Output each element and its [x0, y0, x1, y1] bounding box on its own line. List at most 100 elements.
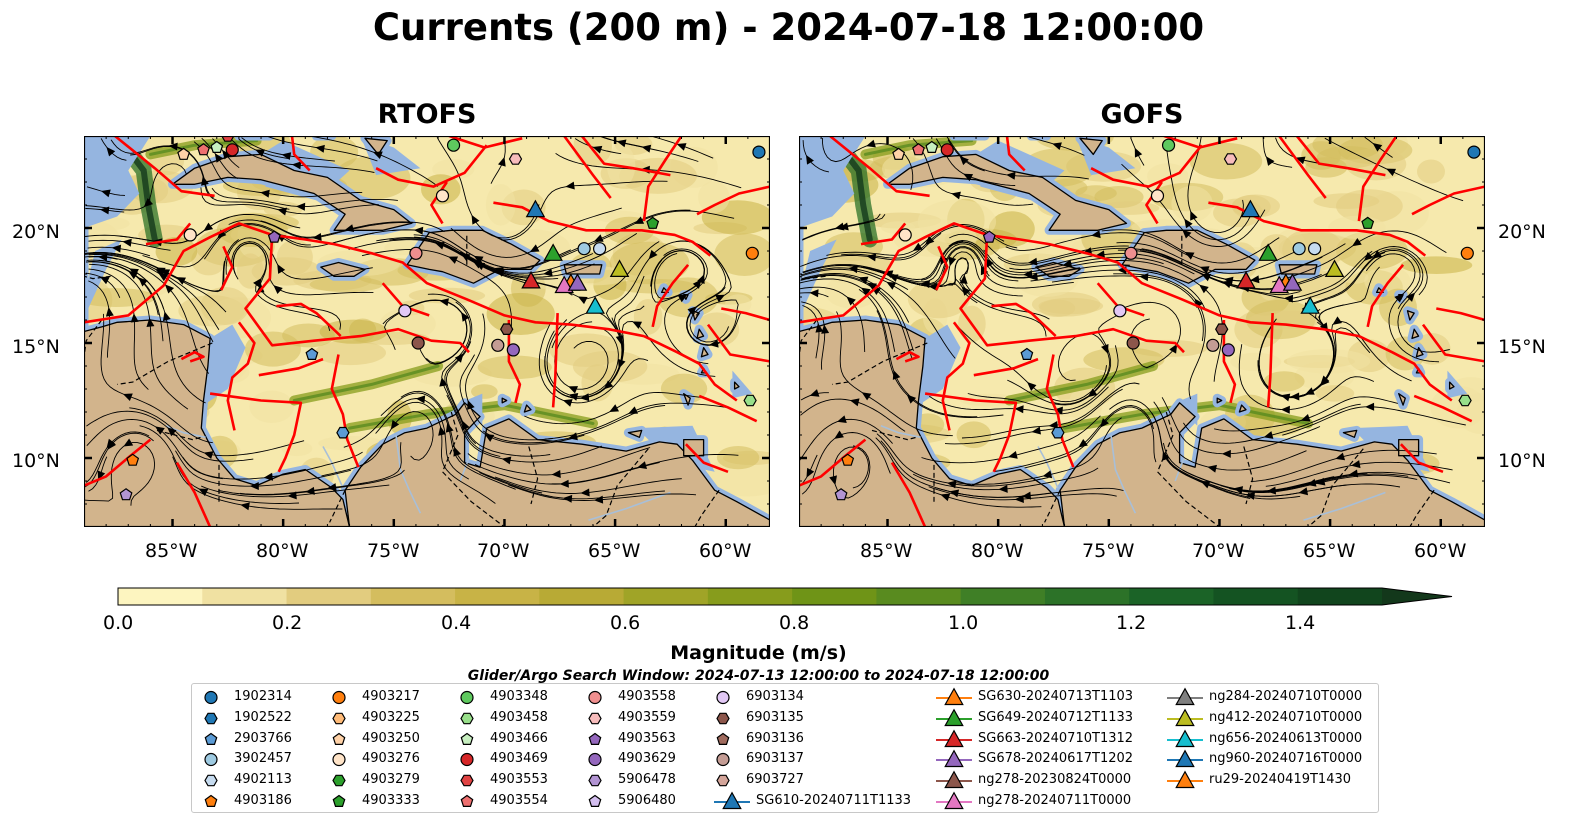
argo-float-marker [1460, 246, 1474, 260]
glider-marker [554, 275, 574, 294]
legend-marker-icon [936, 729, 972, 747]
argo-float-marker [398, 304, 412, 318]
argo-float-marker [336, 426, 350, 439]
legend-marker-icon [204, 732, 218, 745]
argo-float-marker [221, 136, 235, 142]
legend-label: 4903217 [362, 689, 420, 704]
glider-marker [525, 199, 546, 218]
legend-marker-icon [204, 753, 218, 767]
legend-marker-icon [936, 749, 972, 768]
y-tick-label: 10°N [12, 450, 60, 472]
legend-label: ru29-20240419T1430 [1209, 772, 1352, 788]
argo-float-marker [435, 189, 450, 203]
argo-float-marker [745, 246, 759, 260]
argo-float-marker [1161, 138, 1176, 152]
legend-marker-icon [460, 690, 474, 705]
legend-label: 4903466 [490, 730, 548, 746]
x-tick-label: 70°W [1192, 540, 1245, 562]
legend-label: ng412-20240710T0000 [1209, 709, 1363, 725]
legend-marker-icon [460, 712, 474, 725]
legend-marker-icon [460, 794, 474, 807]
argo-float-marker [646, 216, 660, 229]
argo-float-marker [1361, 216, 1375, 229]
argo-float-marker [500, 323, 514, 335]
legend-label: 4903186 [234, 793, 292, 808]
argo-float-marker [1051, 426, 1065, 439]
legend-marker-icon [332, 732, 346, 745]
legend-marker-icon [936, 708, 972, 726]
argo-float-marker [982, 230, 996, 243]
legend-marker-icon [1167, 687, 1203, 706]
colorbar-tick-label: 0.6 [610, 612, 641, 634]
colorbar-segment [286, 588, 372, 605]
argo-float-marker [1020, 347, 1034, 360]
argo-float-marker [177, 147, 191, 160]
argo-float-marker [1458, 394, 1472, 407]
legend-marker-icon [716, 774, 730, 787]
glider-marker [567, 273, 588, 291]
argo-float-marker [1150, 189, 1165, 203]
legend-marker-icon [588, 794, 602, 807]
argo-float-marker [411, 336, 425, 350]
legend-label: ng960-20240716T0000 [1209, 751, 1363, 767]
glider-marker [585, 296, 605, 314]
legend-label: 4903250 [362, 730, 420, 746]
legend-label: SG663-20240710T1312 [978, 730, 1134, 746]
colorbar-segment [370, 588, 456, 605]
gliders [521, 199, 630, 314]
legend-label: 4903558 [618, 689, 676, 704]
y-tick-label: 15°N [12, 336, 60, 358]
y-tick-label: 20°N [1498, 221, 1546, 243]
legend-label: 4903629 [618, 751, 676, 767]
colorbar-segment [1213, 588, 1299, 605]
argo-float-marker [446, 138, 461, 152]
panel-title-gofs: GOFS [1100, 99, 1184, 130]
streamlines [799, 136, 1466, 508]
gliders [1236, 199, 1345, 314]
legend-label: 4903225 [362, 709, 420, 725]
legend-label: 4903279 [362, 772, 420, 788]
legend-label: 2903766 [234, 730, 292, 746]
argo-float-marker [1113, 304, 1127, 318]
argo-float-marker [1221, 343, 1235, 357]
colorbar [117, 587, 1453, 606]
legend-marker-icon [716, 753, 730, 767]
legend-marker-icon [716, 732, 730, 745]
argo-float-marker [1126, 336, 1140, 350]
figure-title: Currents (200 m) - 2024-07-18 12:00:00 [372, 6, 1205, 49]
colorbar-segment [1044, 588, 1130, 605]
argo-float-marker [940, 143, 954, 157]
argo-float-marker [912, 143, 925, 156]
legend: 1902314 1902522 2903766 3902457 4902113 49031… [191, 683, 1379, 813]
legend-label: ng278-20230824T0000 [978, 772, 1132, 788]
legend-marker-icon [716, 690, 730, 705]
legend-label: 6903137 [746, 751, 804, 767]
x-tick-label: 75°W [1082, 540, 1135, 562]
legend-label: ng656-20240613T0000 [1209, 730, 1363, 746]
x-tick-label: 85°W [860, 540, 913, 562]
argo-float-marker [577, 242, 591, 256]
legend-marker-icon [204, 712, 218, 725]
argo-float-marker [892, 147, 906, 160]
legend-label: 6903136 [746, 730, 804, 746]
x-tick-label: 65°W [588, 540, 641, 562]
x-tick-label: 85°W [145, 540, 198, 562]
glider-marker [1258, 243, 1278, 261]
legend-label: 4903348 [490, 689, 548, 704]
search-window-text: Glider/Argo Search Window: 2024-07-13 12… [467, 668, 1050, 684]
colorbar-tick-label: 0.8 [779, 612, 810, 634]
colorbar-extend-arrow [1382, 588, 1452, 605]
y-tick-label: 15°N [1498, 336, 1546, 358]
glider-marker [1236, 270, 1256, 289]
argo-float-marker [1124, 246, 1138, 260]
legend-marker-icon [716, 712, 730, 725]
glider-marker [521, 270, 541, 289]
colorbar-segment [1129, 588, 1214, 605]
map-panel-rtofs [84, 136, 770, 527]
glider-marker [1324, 259, 1345, 277]
glider-marker [1240, 199, 1261, 218]
glider-marker [1269, 275, 1289, 294]
colorbar-tick-label: 0.2 [272, 612, 303, 634]
argo-floats [834, 138, 1481, 501]
legend-label: ng278-20240711T0000 [978, 793, 1132, 808]
